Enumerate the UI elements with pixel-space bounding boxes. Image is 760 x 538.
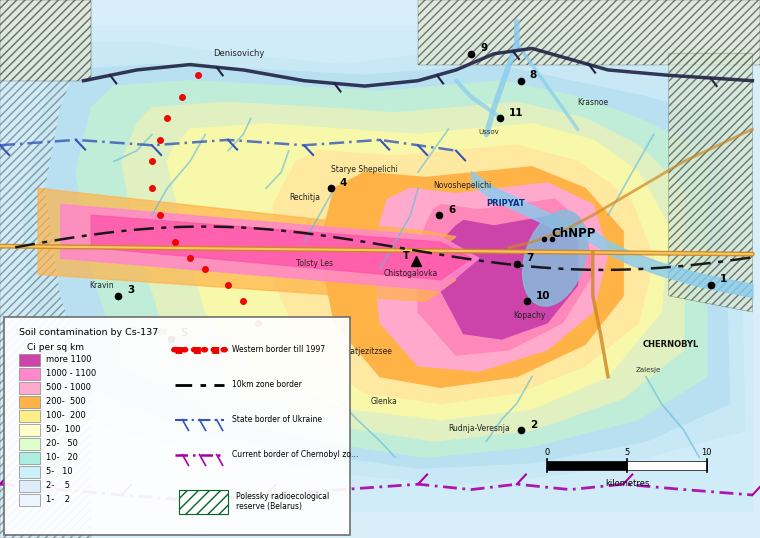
- Text: 5: 5: [180, 328, 188, 338]
- Bar: [19, 410, 40, 422]
- Text: Varovichy: Varovichy: [38, 347, 75, 356]
- Text: Vesnianoe: Vesnianoe: [129, 327, 169, 336]
- Polygon shape: [418, 199, 593, 355]
- Text: more 1100: more 1100: [46, 356, 92, 364]
- Text: Zalesje: Zalesje: [635, 367, 660, 373]
- Circle shape: [201, 348, 207, 352]
- Text: 50-  100: 50- 100: [46, 426, 81, 434]
- Text: CHERNOBYL: CHERNOBYL: [643, 340, 699, 349]
- Polygon shape: [441, 215, 578, 339]
- FancyBboxPatch shape: [4, 317, 350, 535]
- Text: 10: 10: [701, 448, 712, 457]
- Polygon shape: [23, 43, 745, 484]
- Polygon shape: [122, 102, 684, 441]
- Text: kilometres: kilometres: [605, 479, 649, 488]
- Bar: [19, 424, 40, 436]
- Text: Kopachy: Kopachy: [513, 312, 546, 321]
- Polygon shape: [76, 81, 707, 457]
- Circle shape: [172, 348, 178, 352]
- Text: 5-   10: 5- 10: [46, 468, 73, 476]
- Text: Starye Shepelichi: Starye Shepelichi: [331, 165, 397, 174]
- Text: ChNPP: ChNPP: [552, 226, 596, 240]
- Text: 500 - 1000: 500 - 1000: [46, 384, 91, 392]
- Text: Ratjezitzsee: Ratjezitzsee: [345, 347, 392, 356]
- Text: Chistogalovka: Chistogalovka: [384, 269, 438, 278]
- Bar: [19, 354, 40, 366]
- Text: 20-   50: 20- 50: [46, 440, 78, 448]
- Polygon shape: [38, 188, 456, 301]
- Text: 10: 10: [536, 291, 550, 301]
- Text: 5: 5: [625, 448, 629, 457]
- Polygon shape: [91, 215, 471, 280]
- Text: Novoshepelichi: Novoshepelichi: [433, 181, 492, 190]
- Circle shape: [182, 348, 188, 352]
- Ellipse shape: [523, 210, 587, 306]
- Text: 11: 11: [509, 108, 524, 118]
- Bar: [627, 461, 707, 470]
- Bar: [19, 382, 40, 394]
- Text: 1-    2: 1- 2: [46, 495, 71, 504]
- Circle shape: [221, 348, 227, 352]
- Bar: [19, 494, 40, 506]
- Text: 2: 2: [530, 420, 537, 430]
- Bar: [547, 461, 627, 470]
- Text: Soil contamination by Cs-137: Soil contamination by Cs-137: [19, 328, 158, 337]
- Polygon shape: [46, 65, 730, 468]
- Text: 200-  500: 200- 500: [46, 398, 86, 406]
- Text: 8: 8: [530, 70, 537, 80]
- Bar: [19, 368, 40, 380]
- Bar: [19, 480, 40, 492]
- Bar: [19, 452, 40, 464]
- Polygon shape: [669, 54, 752, 312]
- Text: 0: 0: [545, 448, 549, 457]
- Polygon shape: [0, 27, 752, 511]
- Text: 7: 7: [526, 253, 534, 263]
- Text: Denisovichy: Denisovichy: [213, 49, 264, 59]
- Text: Ci per sq km: Ci per sq km: [27, 343, 84, 352]
- Text: 6: 6: [448, 204, 456, 215]
- Bar: [0, 0, 91, 81]
- Polygon shape: [167, 124, 669, 420]
- Polygon shape: [61, 204, 479, 291]
- Text: Ussov: Ussov: [479, 130, 499, 136]
- Text: 1000 - 1100: 1000 - 1100: [46, 370, 97, 378]
- Text: Glenka: Glenka: [371, 397, 397, 406]
- Text: 10-   20: 10- 20: [46, 454, 78, 462]
- Text: Rudnja-Veresnja: Rudnja-Veresnja: [448, 424, 510, 434]
- Text: Kravin: Kravin: [90, 281, 114, 290]
- Text: Rechitja: Rechitja: [289, 193, 320, 202]
- Circle shape: [211, 348, 217, 352]
- Polygon shape: [319, 167, 623, 387]
- Text: T: T: [403, 251, 410, 261]
- Bar: [19, 466, 40, 478]
- Circle shape: [192, 348, 198, 352]
- Text: Western border till 1997: Western border till 1997: [232, 345, 325, 354]
- Bar: [418, 0, 760, 65]
- Text: 9: 9: [480, 43, 487, 53]
- Text: Polessky radioecological
reserve (Belarus): Polessky radioecological reserve (Belaru…: [236, 492, 329, 512]
- Text: 2-    5: 2- 5: [46, 482, 71, 490]
- Text: 1: 1: [720, 274, 727, 285]
- Text: Tolsty Les: Tolsty Les: [296, 259, 334, 268]
- Text: 10km zone border: 10km zone border: [232, 380, 302, 389]
- Text: State border of Ukraine: State border of Ukraine: [232, 415, 321, 424]
- Text: 100-  200: 100- 200: [46, 412, 86, 420]
- Polygon shape: [372, 183, 608, 371]
- Text: PRIPYAT: PRIPYAT: [486, 199, 525, 208]
- Text: Current border of Chernobyl zo…: Current border of Chernobyl zo…: [232, 450, 358, 459]
- Text: 4: 4: [340, 178, 347, 188]
- Bar: [179, 490, 228, 514]
- Bar: [0, 0, 91, 538]
- Bar: [19, 396, 40, 408]
- Polygon shape: [274, 145, 654, 404]
- Bar: [19, 438, 40, 450]
- Text: 3: 3: [127, 285, 135, 295]
- Text: Krasnoe: Krasnoe: [578, 98, 609, 107]
